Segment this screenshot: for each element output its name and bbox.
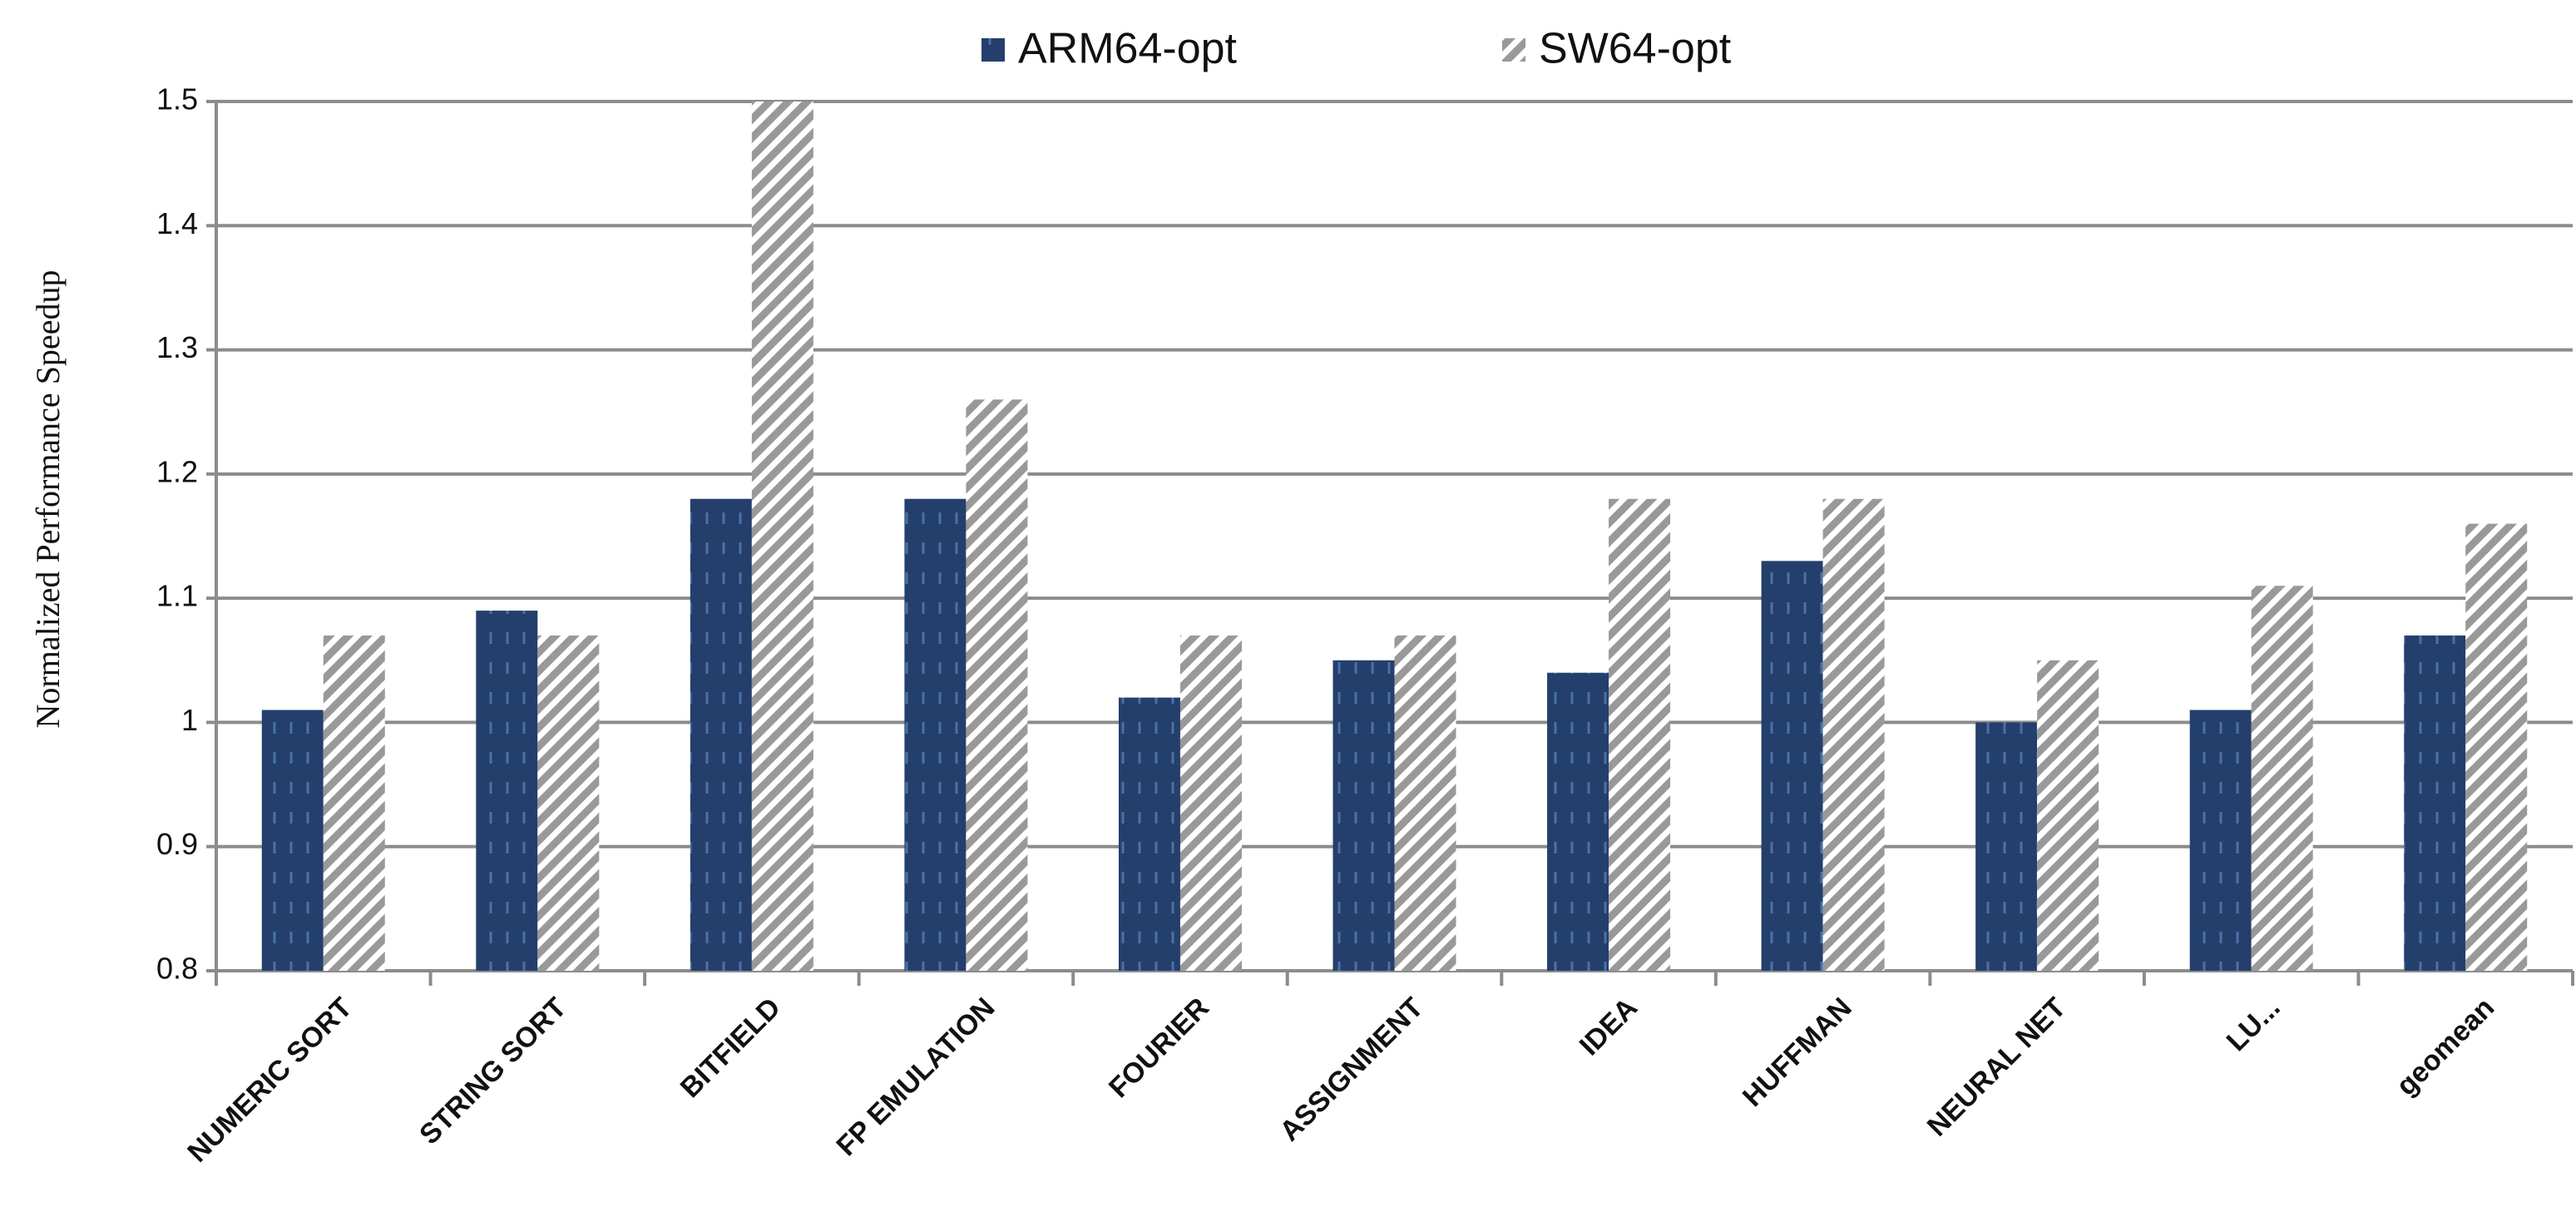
- bar: [1822, 498, 1885, 971]
- x-tick-label: NEURAL NET: [1921, 992, 2073, 1143]
- bar: [1332, 660, 1395, 971]
- y-tick-label: 1.5: [156, 82, 198, 116]
- y-tick-label: 1.2: [156, 454, 198, 488]
- x-tick-label: HUFFMAN: [1737, 992, 1858, 1113]
- y-tick-label: 1: [181, 703, 198, 737]
- bar: [1609, 498, 1671, 971]
- y-tick-label: 1.1: [156, 579, 198, 613]
- bar: [2189, 710, 2252, 971]
- bar: [2251, 586, 2313, 971]
- legend-swatch: [1502, 38, 1525, 62]
- bar: [1179, 635, 1242, 971]
- x-tick-label: FOURIER: [1103, 992, 1215, 1104]
- bar: [966, 399, 1028, 971]
- bar: [904, 498, 967, 971]
- bar: [2465, 523, 2528, 971]
- bar: [1118, 697, 1180, 971]
- bar: [261, 710, 324, 971]
- legend-label: SW64-opt: [1539, 25, 1732, 73]
- legend-swatch: [981, 38, 1005, 62]
- x-tick-label: NUMERIC SORT: [181, 992, 358, 1169]
- bar: [751, 101, 813, 971]
- bar: [323, 635, 385, 971]
- bar: [690, 498, 752, 971]
- y-axis-label: Normalized Performance Speedup: [29, 270, 67, 729]
- x-tick-label: ASSIGNMENT: [1273, 992, 1429, 1147]
- y-tick-label: 1.4: [156, 206, 198, 240]
- legend-label: ARM64-opt: [1018, 25, 1238, 73]
- x-tick-label: BITFIELD: [675, 992, 787, 1104]
- x-tick-label: LU...: [2221, 992, 2287, 1057]
- x-tick-label: FP EMULATION: [830, 992, 1001, 1162]
- bar: [2404, 635, 2466, 971]
- y-tick-label: 0.9: [156, 827, 198, 861]
- y-tick-label: 0.8: [156, 952, 198, 986]
- bar: [537, 635, 600, 971]
- bar: [2037, 660, 2099, 971]
- bar: [1547, 672, 1609, 971]
- bar: [1975, 722, 2038, 971]
- x-tick-label: STRING SORT: [413, 992, 572, 1150]
- bar: [1394, 635, 1456, 971]
- x-tick-label: geomean: [2391, 992, 2500, 1101]
- x-tick-label: IDEA: [1574, 992, 1644, 1061]
- bar: [476, 611, 538, 971]
- bar: [1761, 561, 1823, 971]
- y-tick-label: 1.3: [156, 330, 198, 364]
